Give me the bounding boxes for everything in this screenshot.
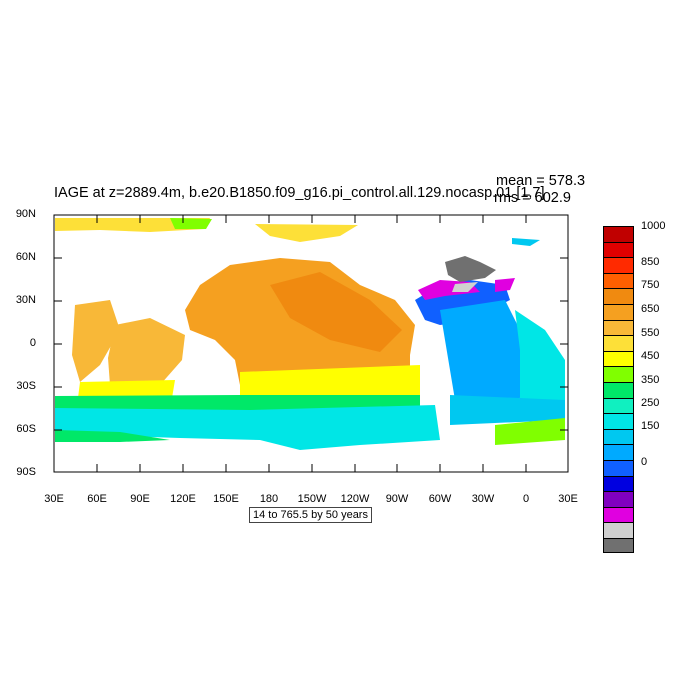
- lon-ticks: [96, 215, 527, 472]
- mean-value: mean = 578.3: [496, 173, 586, 189]
- indian-ocean-east: [108, 318, 185, 385]
- lon-label: 90W: [385, 493, 409, 505]
- colorbar-label: 450: [641, 350, 660, 362]
- southern-green-low: [55, 430, 170, 442]
- nordic-magenta: [495, 278, 515, 292]
- atlantic-south: [450, 395, 565, 425]
- lat-label: 30S: [16, 380, 36, 392]
- nordic-seas: [445, 256, 496, 282]
- pacific-core: [270, 272, 402, 352]
- colorbar-label: 650: [641, 303, 660, 315]
- arctic-strip-west: [55, 218, 210, 232]
- lat-label: 60S: [16, 423, 36, 435]
- colorbar-swatch: [603, 459, 634, 476]
- contour-interval-note: 14 to 765.5 by 50 years: [249, 507, 372, 523]
- lon-label: 30E: [44, 493, 64, 505]
- colorbar-swatch: [603, 288, 634, 304]
- lon-label: 60W: [428, 493, 452, 505]
- lon-label: 180: [259, 493, 279, 505]
- colorbar-swatch: [603, 381, 634, 398]
- lon-label: 30W: [471, 493, 495, 505]
- colorbar-swatch: [603, 522, 634, 538]
- colorbar-swatch: [603, 350, 634, 367]
- colorbar-swatch: [603, 303, 634, 320]
- lon-label: 150W: [297, 493, 327, 505]
- colorbar-label: 1000: [641, 220, 666, 232]
- arctic-strip-mid: [255, 224, 358, 242]
- nordic-light: [452, 282, 478, 292]
- pacific-yellow-band: [240, 365, 420, 395]
- lat-label: 60N: [15, 251, 36, 263]
- colorbar-swatch: [603, 444, 634, 460]
- colorbar-label: 550: [641, 327, 660, 339]
- colorbar-label: 350: [641, 374, 660, 386]
- colorbar-swatch: [603, 272, 634, 289]
- colorbar-swatch: [603, 335, 634, 351]
- lat-label: 30N: [15, 294, 36, 306]
- atlantic-east: [515, 310, 565, 415]
- colorbar-swatch: [603, 241, 634, 258]
- lat-label: 90S: [16, 466, 36, 478]
- colorbar-swatch: [603, 475, 634, 492]
- southern-ocean: [55, 405, 440, 450]
- lon-label: 120W: [340, 493, 370, 505]
- colorbar-swatch: [603, 506, 634, 523]
- colorbar-swatch: [603, 428, 634, 445]
- lon-label: 60E: [87, 493, 107, 505]
- lon-label: 120E: [170, 493, 196, 505]
- lon-label: 0: [522, 493, 530, 505]
- colorbar-swatch: [603, 257, 634, 273]
- colorbar-swatch: [603, 366, 634, 382]
- lon-label: 150E: [213, 493, 239, 505]
- indian-ocean-west: [72, 300, 120, 382]
- lat-label: 0: [29, 337, 36, 349]
- colorbar-label: 0: [641, 456, 648, 468]
- colorbar-label: 250: [641, 397, 660, 409]
- lon-label: 90E: [130, 493, 150, 505]
- indian-yellow-band: [78, 380, 175, 398]
- colorbar-swatch: [603, 226, 634, 242]
- colorbar-label: 150: [641, 420, 660, 432]
- lat-label: 90N: [15, 208, 36, 220]
- arctic-cyan: [512, 238, 540, 246]
- colorbar-swatch: [603, 319, 634, 336]
- lon-label: 30E: [558, 493, 578, 505]
- colorbar-label: 750: [641, 279, 660, 291]
- colorbar-swatch: [603, 397, 634, 414]
- arctic-strip-west-green: [170, 218, 212, 229]
- colorbar-swatch: [603, 413, 634, 429]
- ocean-fill: [55, 218, 565, 450]
- south-atlantic-green: [495, 418, 565, 445]
- colorbar-swatch: [603, 491, 634, 507]
- rms-value: rms = 602.9: [494, 190, 571, 206]
- colorbar-swatch: [603, 537, 634, 554]
- colorbar: [603, 226, 634, 554]
- lat-ticks: [54, 257, 568, 431]
- plot-title: IAGE at z=2889.4m, b.e20.B1850.f09_g16.p…: [54, 185, 545, 201]
- colorbar-label: 850: [641, 256, 660, 268]
- atlantic-deep: [440, 300, 530, 405]
